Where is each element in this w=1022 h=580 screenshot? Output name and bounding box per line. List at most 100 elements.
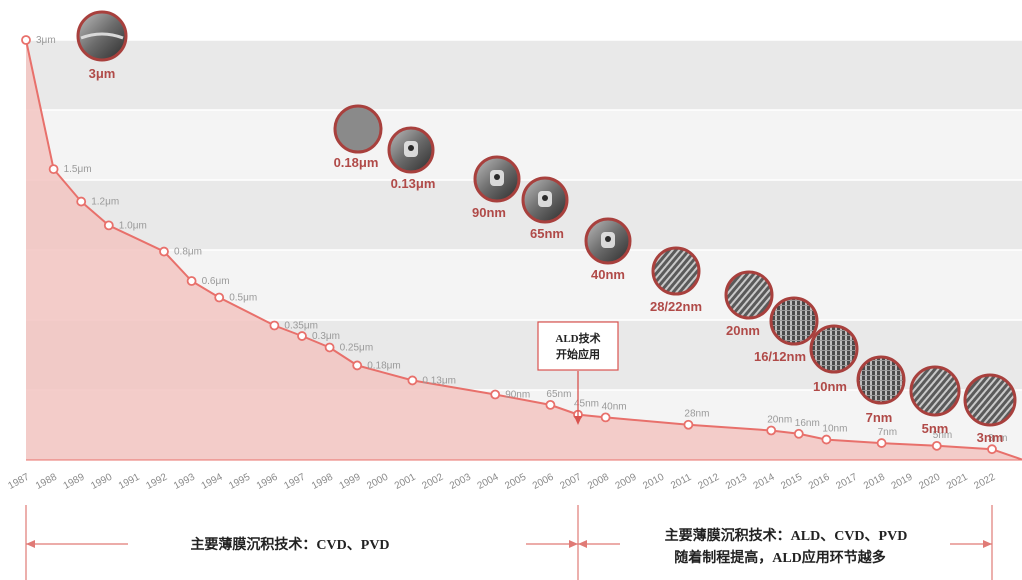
- node-image-label: 16/12nm: [754, 349, 806, 364]
- callout-line-2: 开始应用: [556, 347, 600, 361]
- node-image-circle: [856, 355, 906, 405]
- node-image-label: 28/22nm: [650, 299, 702, 314]
- year-label: 2002: [420, 472, 445, 492]
- data-label: 65nm: [546, 389, 571, 400]
- era-arrowhead: [578, 540, 587, 548]
- year-label: 2014: [752, 472, 777, 492]
- node-image: [963, 373, 1017, 427]
- year-label: 1995: [227, 472, 252, 492]
- year-label: 2000: [365, 472, 390, 492]
- era-annotations: 主要薄膜沉积技术：CVD、PVD 主要薄膜沉积技术：ALD、CVD、PVD 随着制程…: [25, 505, 993, 580]
- gate-core: [494, 174, 500, 180]
- data-point: [987, 444, 997, 455]
- node-image-circle: [76, 10, 128, 62]
- year-label: 2008: [586, 472, 611, 492]
- node-image-circle: [909, 365, 961, 417]
- band: [26, 110, 1022, 180]
- data-label: 3nm: [988, 433, 1007, 444]
- data-point: [793, 428, 804, 439]
- data-label: 0.13μm: [422, 375, 456, 386]
- data-point: [21, 35, 31, 45]
- data-label: 0.6μm: [202, 276, 230, 287]
- year-label: 2005: [503, 472, 528, 492]
- era-2-subtext: 随着制程提高，ALD应用环节越多: [674, 549, 886, 566]
- band: [26, 40, 1022, 110]
- x-axis-year-labels: 1987 1988 1989 1990 1991 1992 1993 1994 1995 1996…: [6, 472, 997, 492]
- node-image: [769, 296, 819, 346]
- era-1-text: 主要薄膜沉积技术：CVD、PVD: [190, 536, 389, 553]
- year-label: 2011: [669, 472, 694, 492]
- node-image-circle: [809, 324, 859, 374]
- node-image-circle: [769, 296, 819, 346]
- data-point: [407, 375, 418, 386]
- data-label: 16nm: [795, 418, 820, 429]
- data-label: 7nm: [878, 427, 897, 438]
- gate-core: [542, 195, 548, 201]
- data-label: 0.25μm: [340, 342, 374, 353]
- year-label: 2010: [641, 472, 666, 492]
- node-image-label: 0.13μm: [391, 176, 436, 191]
- data-point: [931, 440, 942, 451]
- year-label: 1990: [89, 472, 114, 492]
- node-image-label: 90nm: [472, 205, 506, 220]
- data-label: 0.18μm: [367, 360, 401, 371]
- year-label: 2009: [614, 472, 639, 492]
- data-label: 28nm: [684, 409, 709, 420]
- year-label: 1988: [34, 472, 59, 492]
- data-point: [186, 276, 197, 286]
- data-point: [683, 419, 694, 430]
- year-label: 2001: [393, 472, 418, 492]
- data-point: [352, 360, 363, 371]
- node-images: 3μm0.18μm0.13μm90nm65nm40nm28/22nm20nm16…: [76, 10, 1017, 445]
- data-point: [159, 246, 169, 257]
- era-arrowhead: [569, 540, 578, 548]
- node-image-label: 65nm: [530, 226, 564, 241]
- data-label: 0.35μm: [284, 320, 318, 331]
- data-label: 0.8μm: [174, 247, 202, 258]
- year-label: 2003: [448, 472, 473, 492]
- node-image: [584, 217, 632, 265]
- year-label: 2007: [558, 472, 583, 492]
- year-label: 2006: [531, 472, 556, 492]
- cross-section: [80, 32, 124, 40]
- year-label: 1989: [62, 472, 87, 492]
- data-label: 10nm: [822, 424, 847, 435]
- node-image: [856, 355, 906, 405]
- node-image: [521, 176, 569, 224]
- data-point: [103, 220, 114, 231]
- node-image-circle: [651, 246, 701, 296]
- callout-box: [537, 321, 619, 371]
- year-label: 2015: [779, 472, 804, 492]
- year-label: 1994: [200, 472, 225, 492]
- node-image-label: 0.18μm: [334, 155, 379, 170]
- year-label: 1997: [282, 472, 307, 492]
- year-label: 1992: [144, 472, 169, 492]
- node-image: [473, 155, 521, 203]
- data-label: 3μm: [36, 35, 56, 46]
- node-image-label: 3nm: [977, 430, 1004, 445]
- area-series: [25, 39, 1022, 461]
- node-image: [909, 365, 961, 417]
- node-image: [333, 104, 383, 154]
- gate-core: [605, 236, 611, 242]
- gate-core: [408, 145, 414, 151]
- year-label: 2012: [696, 472, 721, 492]
- year-label: 2004: [476, 472, 501, 492]
- node-image-label: 40nm: [591, 267, 625, 282]
- era-2-text: 主要薄膜沉积技术：ALD、CVD、PVD: [665, 527, 908, 544]
- data-point: [297, 331, 307, 341]
- year-label: 2022: [972, 472, 997, 492]
- series-line: [25, 39, 1022, 461]
- year-label: 2013: [724, 472, 749, 492]
- year-label: 2018: [862, 472, 887, 492]
- callout-arrowhead: [574, 416, 582, 425]
- data-label: 40nm: [602, 401, 627, 412]
- node-image: [724, 270, 774, 320]
- data-label: 45nm: [574, 399, 599, 410]
- data-point: [545, 399, 556, 410]
- data-point: [876, 438, 887, 448]
- era-arrowhead: [26, 540, 35, 548]
- data-point: [490, 389, 501, 400]
